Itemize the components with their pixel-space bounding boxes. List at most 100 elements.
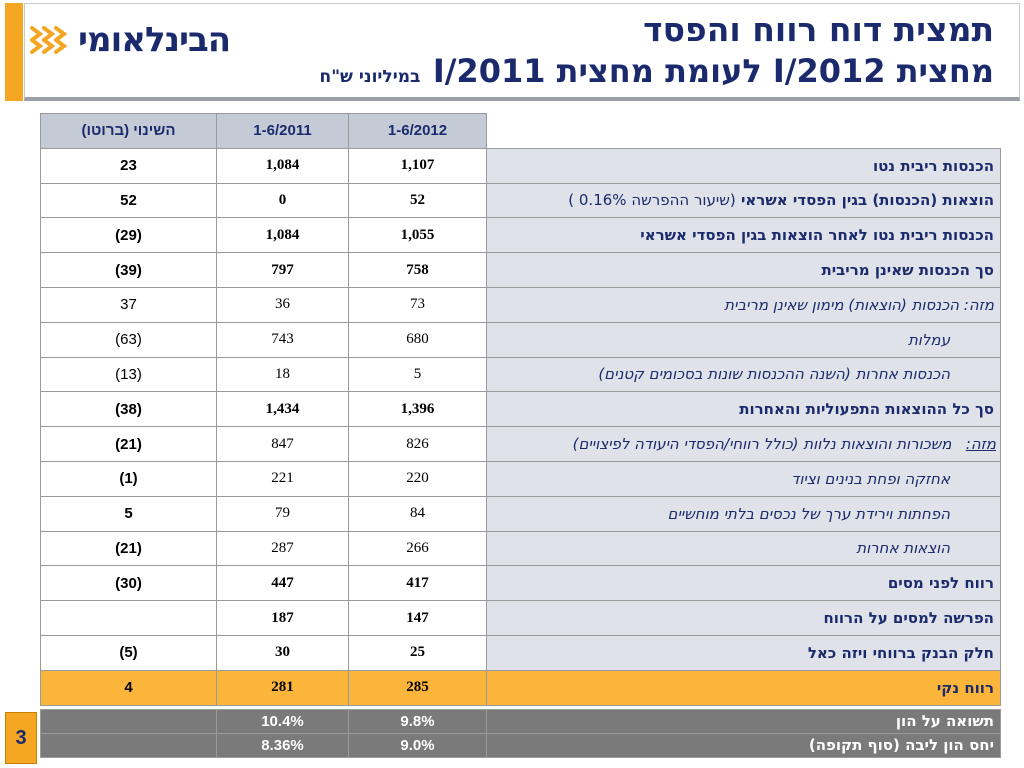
row-label: רווח לפני מסים xyxy=(486,565,1001,602)
value-2011-cell: 1,084 xyxy=(216,147,349,184)
value-2012-cell: 285 xyxy=(348,669,487,706)
table-row: (38) 1,434 1,396 סך כל ההוצאות התפעוליות… xyxy=(40,391,1001,428)
row-label: הפחתות וירידת ערך של נכסים בלתי מוחשיים xyxy=(486,495,1001,532)
value-2012-cell: 9.0% xyxy=(348,732,487,758)
value-2012-cell: 52 xyxy=(348,182,487,219)
value-2012-cell: 25 xyxy=(348,634,487,671)
row-label: מזה: הכנסות (הוצאות) מימון שאינן מריבית xyxy=(486,286,1001,323)
value-2012-cell: 73 xyxy=(348,286,487,323)
col-2012-header: 1-6/2012 xyxy=(348,113,487,149)
row-label: הוצאות אחרות xyxy=(486,530,1001,567)
value-2012-cell: 680 xyxy=(348,321,487,358)
table-row: 37 36 73 מזה: הכנסות (הוצאות) מימון שאינ… xyxy=(40,286,1001,323)
change-cell: (39) xyxy=(40,252,217,288)
change-cell: 52 xyxy=(40,182,217,219)
value-2011-cell: 743 xyxy=(216,321,349,358)
value-2011-cell: 30 xyxy=(216,634,349,671)
change-cell: 23 xyxy=(40,147,217,184)
table-row: (29) 1,084 1,055 הכנסות ריבית נטו לאחר ה… xyxy=(40,217,1001,254)
table-row: 52 0 52 הוצאות (הכנסות) בגין הפסדי אשראי… xyxy=(40,182,1001,219)
change-cell: (30) xyxy=(40,565,217,602)
table-row: (21) 287 266 הוצאות אחרות xyxy=(40,530,1001,567)
change-cell: (21) xyxy=(40,530,217,567)
table-row: 5 79 84 הפחתות וירידת ערך של נכסים בלתי … xyxy=(40,495,1001,532)
value-2011-cell: 221 xyxy=(216,460,349,497)
value-2012-cell: 9.8% xyxy=(348,708,487,734)
page-title: תמצית דוח רווח והפסד xyxy=(643,10,994,49)
change-cell: 4 xyxy=(40,669,217,706)
value-2012-cell: 5 xyxy=(348,356,487,393)
change-cell: 37 xyxy=(40,286,217,323)
table-row: (30) 447 417 רווח לפני מסים xyxy=(40,565,1001,602)
change-cell: 5 xyxy=(40,495,217,532)
value-2012-cell: 1,055 xyxy=(348,217,487,254)
change-cell: (63) xyxy=(40,321,217,358)
value-2012-cell: 417 xyxy=(348,565,487,602)
row-label: מזה: משכורות והוצאות נלוות (כולל רווחי/ה… xyxy=(486,426,1001,462)
value-2011-cell: 8.36% xyxy=(216,732,349,758)
value-2011-cell: 447 xyxy=(216,565,349,602)
row-label: תשואה על הון xyxy=(486,708,1001,734)
row-label-note: (שיעור ההפרשה 0.16% ) xyxy=(568,191,736,210)
header xyxy=(24,3,1020,101)
row-label: הוצאות (הכנסות) בגין הפסדי אשראי (שיעור … xyxy=(486,182,1001,219)
value-2012-cell: 1,396 xyxy=(348,391,487,428)
table-row: (13) 18 5 הכנסות אחרות (השנה ההכנסות שונ… xyxy=(40,356,1001,393)
table-row: (63) 743 680 עמלות xyxy=(40,321,1001,358)
change-cell: (21) xyxy=(40,426,217,462)
row-label: הכנסות אחרות (השנה ההכנסות שונות בסכומים… xyxy=(486,356,1001,393)
col-2011-header: 1-6/2011 xyxy=(216,113,349,149)
value-2011-cell: 36 xyxy=(216,286,349,323)
row-label: אחזקה ופחת בנינים וציוד xyxy=(486,460,1001,497)
value-2012-cell: 826 xyxy=(348,426,487,462)
value-2011-cell: 79 xyxy=(216,495,349,532)
value-2011-cell: 1,434 xyxy=(216,391,349,428)
row-label: עמלות xyxy=(486,321,1001,358)
col-change-header: השינוי (ברוטו) xyxy=(40,113,217,149)
col-label-header xyxy=(486,113,1001,149)
table-row: 187 147 הפרשה למסים על הרווח xyxy=(40,600,1001,636)
units-note: במיליוני ש"ח xyxy=(319,67,421,87)
change-cell: (1) xyxy=(40,460,217,497)
row-label-main: משכורות והוצאות נלוות (כולל רווחי/הפסדי … xyxy=(572,435,952,454)
value-2012-cell: 266 xyxy=(348,530,487,567)
value-2012-cell: 220 xyxy=(348,460,487,497)
change-cell: (13) xyxy=(40,356,217,393)
table-row: (21) 847 826 מזה: משכורות והוצאות נלוות … xyxy=(40,426,1001,462)
value-2011-cell: 187 xyxy=(216,600,349,636)
change-cell xyxy=(40,708,217,734)
change-cell xyxy=(40,732,217,758)
net-profit-row: 4 281 285 רווח נקי xyxy=(40,669,1001,706)
table-row: (39) 797 758 סך הכנסות שאינן מריבית xyxy=(40,252,1001,288)
change-cell: (29) xyxy=(40,217,217,254)
accent-bar xyxy=(5,3,23,101)
row-label: חלק הבנק ברווחי ויזה כאל xyxy=(486,634,1001,671)
row-label-main: הוצאות (הכנסות) בגין הפסדי אשראי xyxy=(740,191,994,210)
value-2011-cell: 281 xyxy=(216,669,349,706)
row-label: יחס הון ליבה (סוף תקופה) xyxy=(486,732,1001,758)
period-comparison: מחצית I/2012 לעומת מחצית I/2011 xyxy=(432,52,994,90)
row-label: הפרשה למסים על הרווח xyxy=(486,600,1001,636)
value-2012-cell: 147 xyxy=(348,600,487,636)
value-2011-cell: 287 xyxy=(216,530,349,567)
change-cell xyxy=(40,600,217,636)
ratio-row: 8.36% 9.0% יחס הון ליבה (סוף תקופה) xyxy=(40,732,1001,758)
logo-text: הבינלאומי xyxy=(78,20,231,60)
value-2011-cell: 10.4% xyxy=(216,708,349,734)
row-label-prefix: מזה: xyxy=(965,435,996,454)
row-label: הכנסות ריבית נטו xyxy=(486,147,1001,184)
value-2012-cell: 84 xyxy=(348,495,487,532)
value-2011-cell: 847 xyxy=(216,426,349,462)
ratio-row: 10.4% 9.8% תשואה על הון xyxy=(40,708,1001,734)
table-row: (1) 221 220 אחזקה ופחת בנינים וציוד xyxy=(40,460,1001,497)
bank-logo: הבינלאומי xyxy=(28,18,288,62)
value-2012-cell: 758 xyxy=(348,252,487,288)
table-row: 23 1,084 1,107 הכנסות ריבית נטו xyxy=(40,147,1001,184)
value-2011-cell: 0 xyxy=(216,182,349,219)
profit-loss-table: השינוי (ברוטו) 1-6/2011 1-6/2012 23 1,08… xyxy=(40,113,1001,758)
table-row: (5) 30 25 חלק הבנק ברווחי ויזה כאל xyxy=(40,634,1001,671)
row-label: סך כל ההוצאות התפעוליות והאחרות xyxy=(486,391,1001,428)
row-label: סך הכנסות שאינן מריבית xyxy=(486,252,1001,288)
change-cell: (38) xyxy=(40,391,217,428)
bank-logo-icon xyxy=(30,26,68,54)
